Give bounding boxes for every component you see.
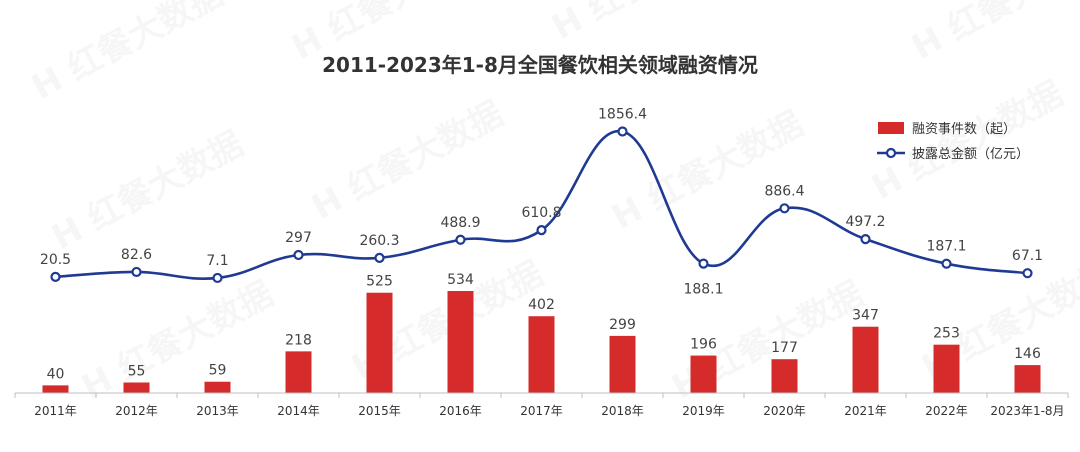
bar-value-label: 253: [933, 326, 960, 342]
line-point: [455, 234, 466, 245]
x-tick-label: 2016年: [439, 404, 482, 418]
bar-mark: [690, 355, 717, 393]
bar-value-label: 525: [366, 274, 393, 290]
line-value-label: 7.1: [206, 253, 228, 269]
legend-bar-swatch: [878, 122, 904, 134]
bar-value-label: 146: [1014, 346, 1041, 362]
x-tick-label: 2022年: [925, 404, 968, 418]
line-point: [131, 266, 142, 278]
x-tick-label: 2013年: [196, 404, 239, 418]
bar-mark: [204, 381, 231, 393]
line-point: [860, 234, 871, 245]
line-value-label: 297: [285, 230, 312, 246]
x-tick-label: 2023年1-8月: [990, 404, 1064, 418]
x-tick-label: 2011年: [34, 404, 77, 418]
legend-line-label: 披露总金额（亿元）: [912, 146, 1029, 162]
watermark-text: H 红餐大数据: [25, 0, 229, 108]
line-value-label: 497.2: [845, 214, 885, 230]
line-value-label: 260.3: [359, 233, 399, 249]
watermark-text: H 红餐大数据: [305, 94, 509, 228]
bar-value-label: 196: [690, 337, 717, 353]
bar-mark: [933, 344, 960, 393]
bar-series: [42, 291, 1041, 393]
watermark-text: H 红餐大数据: [75, 274, 279, 408]
bar-mark: [447, 291, 474, 393]
bar-value-label: 218: [285, 332, 312, 348]
line-value-label: 82.6: [121, 247, 152, 263]
x-tick-label: 2020年: [763, 404, 806, 418]
bar-value-labels: 40 55 59 218 525 534 402 299 196 177 347 253 146: [47, 272, 1041, 382]
bar-value-label: 55: [128, 363, 146, 379]
bar-value-label: 347: [852, 308, 879, 324]
line-point: [293, 249, 304, 261]
legend-bar-label: 融资事件数（起）: [912, 122, 1016, 137]
bar-mark: [42, 385, 69, 393]
legend: 融资事件数（起） 披露总金额（亿元）: [877, 122, 1029, 162]
bar-mark: [852, 326, 879, 393]
x-tick-label: 2018年: [601, 404, 644, 418]
bar-mark: [366, 292, 393, 393]
bar-mark: [285, 351, 312, 393]
line-value-labels: 20.5 82.6 7.1 297 260.3 488.9 610.8 1856.4 188.1…: [40, 106, 1043, 297]
x-tick-label: 2015年: [358, 404, 401, 418]
line-value-label: 188.1: [683, 282, 723, 298]
bar-mark: [123, 382, 150, 393]
bar-mark: [771, 359, 798, 393]
line-value-label: 187.1: [926, 239, 966, 255]
bar-value-label: 40: [47, 366, 65, 382]
watermark-text: H 红餐大数据: [545, 0, 749, 48]
x-tick-label: 2019年: [682, 404, 725, 418]
line-value-label: 67.1: [1012, 248, 1043, 264]
bar-value-label: 59: [209, 363, 227, 379]
bar-value-label: 402: [528, 297, 555, 313]
line-point: [50, 271, 61, 282]
legend-line-marker: [885, 147, 897, 159]
line-value-label: 488.9: [440, 215, 480, 231]
x-tick-label: 2021年: [844, 404, 887, 418]
line-point: [617, 126, 628, 137]
line-point: [698, 258, 709, 269]
line-series-points: [50, 126, 1033, 284]
line-point: [779, 203, 790, 214]
x-tick-label: 2012年: [115, 404, 158, 418]
watermark-text: H 红餐大数据: [605, 104, 809, 238]
line-value-label: 20.5: [40, 252, 71, 268]
x-axis-tick-labels: 2011年 2012年 2013年 2014年 2015年 2016年 2017年 2018年…: [14, 393, 1069, 418]
line-point: [941, 258, 952, 269]
x-tick-label: 2014年: [277, 404, 320, 418]
bar-value-label: 177: [771, 340, 798, 356]
line-value-label: 610.8: [521, 205, 561, 221]
line-value-label: 1856.4: [598, 106, 647, 122]
x-tick-label: 2017年: [520, 404, 563, 418]
bar-mark: [1014, 365, 1041, 393]
line-point: [374, 252, 385, 263]
watermark-text: H 红餐大数据: [45, 124, 249, 258]
chart-title: 2011-2023年1-8月全国餐饮相关领域融资情况: [322, 53, 758, 77]
bar-mark: [609, 335, 636, 393]
line-point: [212, 272, 223, 284]
bar-mark: [528, 316, 555, 393]
line-value-label: 886.4: [764, 183, 804, 199]
line-point: [536, 225, 547, 236]
line-point: [1022, 268, 1033, 279]
bar-value-label: 299: [609, 317, 636, 333]
watermark-text: H 红餐大数据: [865, 74, 1069, 208]
bar-value-label: 534: [447, 272, 474, 288]
watermark-text: H 红餐大数据: [905, 0, 1080, 68]
